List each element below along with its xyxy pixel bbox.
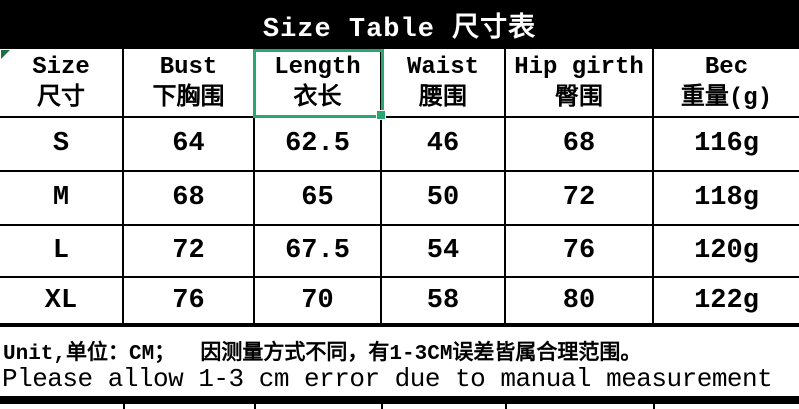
cell-xl-bust[interactable]: 76 — [124, 278, 255, 323]
header-cell-size[interactable]: Size 尺寸 — [0, 49, 124, 116]
cell-m-weight[interactable]: 118g — [694, 183, 759, 213]
table-row-m: M 68 65 50 72 118g — [0, 172, 799, 226]
fill-handle[interactable] — [376, 110, 386, 120]
next-row-strip — [0, 404, 799, 409]
title-bar: Size Table 尺寸表 — [0, 0, 799, 49]
header-size-zh: 尺寸 — [37, 84, 85, 112]
page-title: Size Table 尺寸表 — [262, 14, 537, 45]
table-header-row: Size 尺寸 Bust 下胸围 Length 衣长 Waist 腰围 Hip … — [0, 49, 799, 118]
header-weight-en: Bec — [704, 53, 749, 81]
cell-m-waist[interactable]: 50 — [382, 172, 506, 224]
header-hip-en: Hip girth — [514, 53, 644, 81]
header-waist-zh: 腰围 — [419, 84, 467, 112]
header-cell-bust[interactable]: Bust 下胸围 — [124, 49, 255, 116]
bottom-divider-bar — [0, 396, 799, 404]
header-length-zh: 衣长 — [293, 84, 342, 112]
header-cell-waist[interactable]: Waist 腰围 — [382, 49, 506, 116]
cell-s-length[interactable]: 62.5 — [255, 118, 382, 170]
cell-m-hip[interactable]: 72 — [506, 172, 654, 224]
table-row-l: L 72 67.5 54 76 120g — [0, 226, 799, 278]
column-divider-tick — [123, 404, 125, 409]
cell-xl-hip[interactable]: 80 — [506, 278, 654, 323]
header-cell-hip-girth[interactable]: Hip girth 臀围 — [506, 49, 654, 116]
cell-m-bust[interactable]: 68 — [124, 172, 255, 224]
cell-s-weight[interactable]: 116g — [694, 129, 759, 159]
header-bust-zh: 下胸围 — [152, 84, 225, 112]
cell-selection-box — [253, 49, 386, 120]
unit-note: Unit,单位：CM； 因测量方式不同，有1-3CM误差皆属合理范围。 — [3, 343, 642, 366]
cell-l-waist[interactable]: 54 — [382, 226, 506, 276]
cell-l-size[interactable]: L — [0, 226, 124, 276]
cell-s-bust[interactable]: 64 — [124, 118, 255, 170]
table-row-s: S 64 62.5 46 68 116g — [0, 118, 799, 172]
cell-m-length[interactable]: 65 — [255, 172, 382, 224]
cell-s-size[interactable]: S — [0, 118, 124, 170]
cell-s-waist[interactable]: 46 — [382, 118, 506, 170]
header-hip-zh: 臀围 — [555, 84, 603, 112]
measurement-error-note: Please allow 1-3 cm error due to manual … — [2, 364, 773, 394]
header-bust-en: Bust — [159, 53, 218, 81]
header-waist-en: Waist — [406, 53, 479, 81]
cell-m-size[interactable]: M — [0, 172, 124, 224]
size-table: Size 尺寸 Bust 下胸围 Length 衣长 Waist 腰围 Hip … — [0, 49, 799, 327]
header-cell-weight[interactable]: Bec 重量(g) — [654, 49, 799, 116]
cell-l-weight[interactable]: 120g — [694, 236, 759, 266]
header-length-en: Length — [274, 53, 361, 81]
column-divider-tick — [505, 404, 507, 409]
cell-l-length[interactable]: 67.5 — [255, 226, 382, 276]
cell-s-hip[interactable]: 68 — [506, 118, 654, 170]
cell-l-hip[interactable]: 76 — [506, 226, 654, 276]
column-divider-tick — [254, 404, 256, 409]
column-divider-tick — [653, 404, 655, 409]
cell-xl-waist[interactable]: 58 — [382, 278, 506, 323]
cell-xl-size[interactable]: XL — [0, 278, 124, 323]
cell-corner-marker-icon — [1, 50, 10, 59]
header-cell-length[interactable]: Length 衣长 — [255, 49, 382, 116]
header-weight-zh: 重量(g) — [680, 84, 773, 112]
column-divider-tick — [381, 404, 383, 409]
header-size-en: Size — [32, 53, 90, 81]
cell-xl-length[interactable]: 70 — [255, 278, 382, 323]
cell-l-bust[interactable]: 72 — [124, 226, 255, 276]
cell-xl-weight[interactable]: 122g — [694, 285, 759, 316]
table-row-xl: XL 76 70 58 80 122g — [0, 278, 799, 327]
